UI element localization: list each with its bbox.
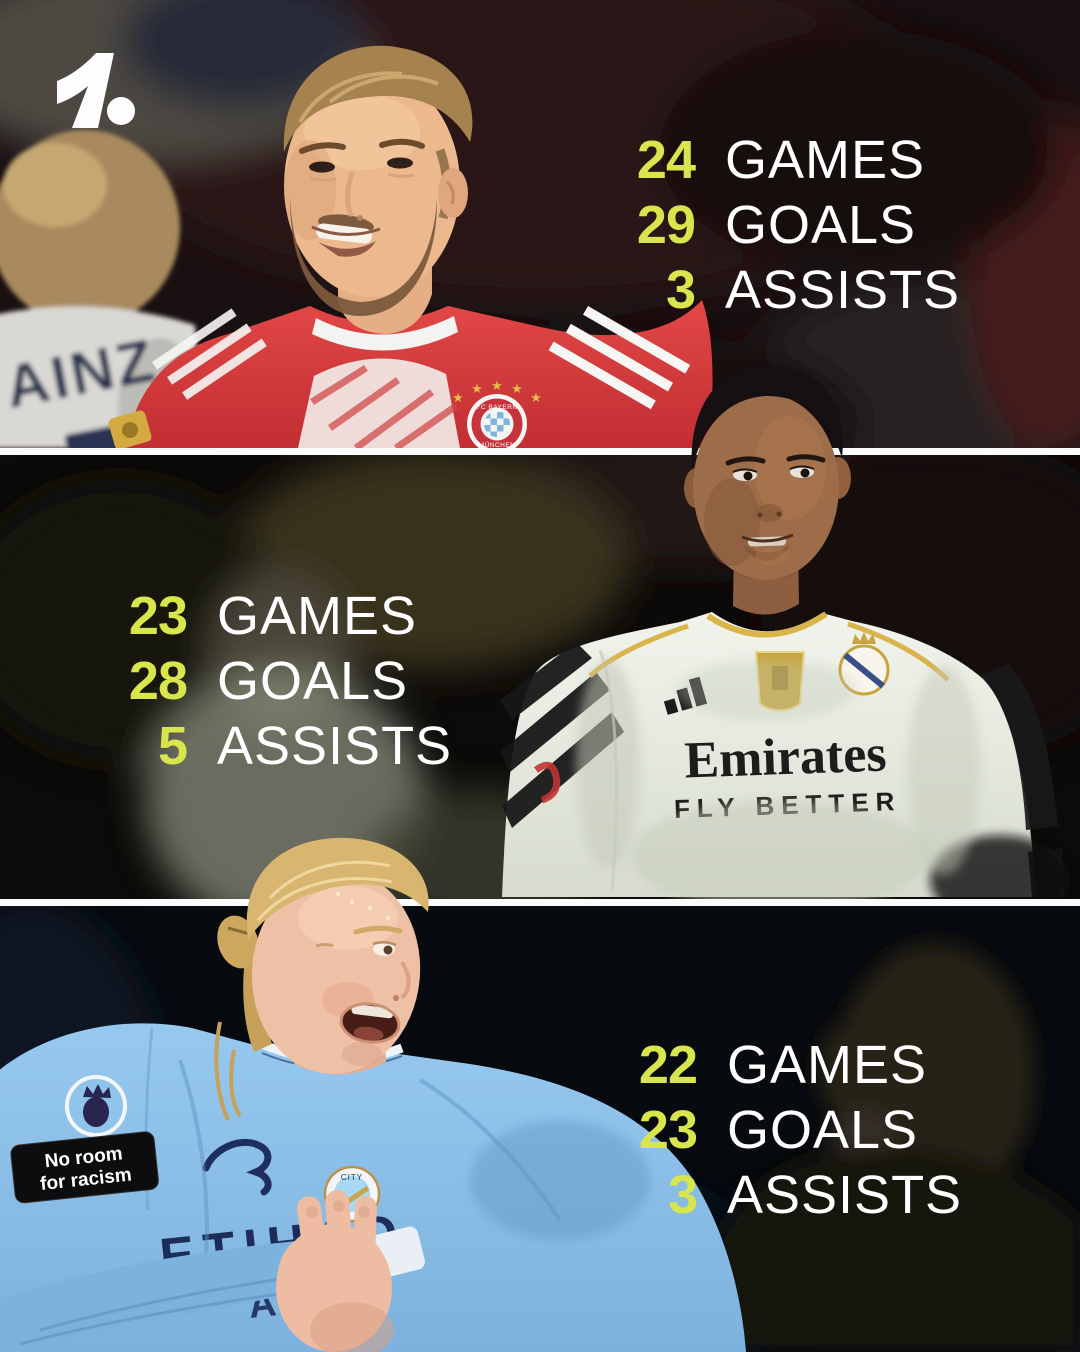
svg-text:★: ★ <box>511 382 523 397</box>
emirates-sponsor-text: Emirates <box>683 725 887 789</box>
stat-label: ASSISTS <box>727 1165 963 1225</box>
stat-value: 23 <box>128 586 188 646</box>
bayern-stars: ★ ★ ★ ★ ★ <box>452 379 542 406</box>
stat-value: 24 <box>636 130 696 190</box>
stat-value: 22 <box>638 1035 698 1095</box>
adidas-stripes-left <box>152 308 267 400</box>
kylian-mbappe-head <box>684 364 851 615</box>
erling-haaland-shirt: No room for racism ETIHAD AI CITY <box>0 1023 746 1352</box>
adidas-stripes-right <box>548 306 691 410</box>
photo-panel-mbappe: Emirates FLY BETTER <box>0 455 1080 899</box>
stat-label: GOALS <box>217 651 409 711</box>
pep-guardiola-silhouette <box>690 943 1080 1352</box>
stat-label: GAMES <box>725 130 926 190</box>
gold-collar-trim <box>706 611 828 638</box>
stat-value: 3 <box>665 260 696 320</box>
background-player-mainz: AINZ <box>0 130 205 448</box>
stat-label: ASSISTS <box>217 716 453 776</box>
no-room-for-racism-patch: No room for racism <box>10 1131 159 1204</box>
stat-label: ASSISTS <box>725 260 961 320</box>
bundesliga-patch <box>108 410 152 448</box>
kylian-mbappe-shirt: Emirates FLY BETTER <box>500 611 1070 899</box>
onefootball-logo <box>57 53 135 128</box>
stat-label: GOALS <box>727 1100 919 1160</box>
premier-league-badge <box>65 1075 127 1137</box>
svg-text:★: ★ <box>530 391 542 406</box>
photo-panel-kane: AINZ <box>0 0 1080 449</box>
sleeve-sponsor-mark <box>533 761 561 804</box>
bayern-badge: FC BAYERN MÜNCHEN <box>467 394 527 449</box>
bayern-badge-bottom-text: MÜNCHEN <box>479 441 516 449</box>
stat-value: 28 <box>128 651 188 711</box>
stats-block-haaland: 22 GAMES 23 GOALS 3 ASSISTS <box>627 1033 962 1228</box>
svg-text:★: ★ <box>491 379 503 394</box>
harry-kane-head <box>283 45 473 316</box>
stat-label: GOALS <box>725 195 917 255</box>
harry-kane-figure: FC BAYERN MÜNCHEN ★ ★ ★ ★ ★ <box>108 45 713 449</box>
puma-logo <box>202 1138 272 1196</box>
svg-text:★: ★ <box>471 382 483 397</box>
stat-label: GAMES <box>217 586 418 646</box>
stats-block-mbappe: 23 GAMES 28 GOALS 5 ASSISTS <box>117 584 452 779</box>
svg-text:★: ★ <box>452 391 464 406</box>
divider-top <box>0 448 1080 455</box>
haaland-hand <box>276 1190 394 1352</box>
stat-value: 5 <box>157 716 188 776</box>
stat-label: GAMES <box>727 1035 928 1095</box>
stats-block-kane: 24 GAMES 29 GOALS 3 ASSISTS <box>625 128 960 323</box>
stat-value: 29 <box>636 195 696 255</box>
photo-panel-haaland: No room for racism ETIHAD AI CITY <box>0 906 1080 1352</box>
stat-value: 23 <box>638 1100 698 1160</box>
city-badge-text: CITY <box>341 1173 363 1182</box>
stat-value: 3 <box>667 1165 698 1225</box>
divider-bottom <box>0 899 1080 906</box>
bayern-badge-top-text: FC BAYERN <box>476 404 517 411</box>
erling-haaland-head <box>214 837 429 1121</box>
